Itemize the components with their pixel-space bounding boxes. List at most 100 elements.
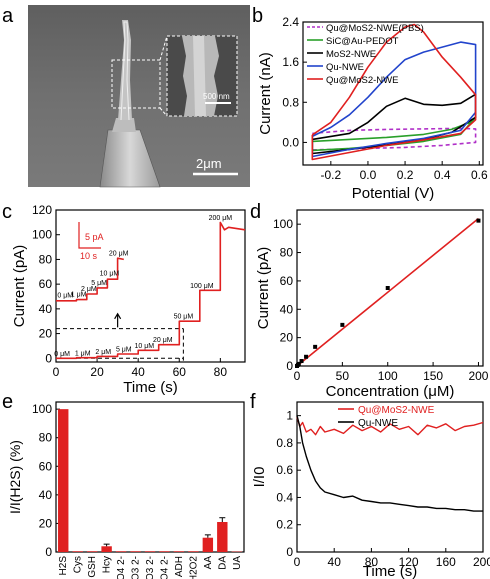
step-label: 20 μM	[153, 337, 173, 344]
category-label: AA	[203, 556, 214, 570]
y-tick-label: 120	[32, 203, 52, 217]
category-label: Cys	[73, 556, 84, 573]
y-tick-label: 0.2	[276, 518, 293, 532]
legend-label: MoS2-NWE	[326, 49, 376, 60]
category-label: S2O3 2-	[145, 556, 156, 579]
data-point	[340, 322, 345, 327]
x-tick-label: 160	[436, 555, 456, 569]
series-line	[311, 23, 477, 161]
data-point	[385, 286, 390, 290]
step-label: 5 μM	[116, 347, 132, 354]
y-tick-label: 2.4	[282, 15, 299, 29]
x-tick-label: 40	[328, 555, 342, 569]
data-point	[476, 218, 481, 223]
y-tick-label: 0.6	[276, 463, 293, 477]
category-label: GSH	[87, 556, 98, 578]
bar	[188, 551, 199, 552]
scale-bar-y-label: 5 pA	[85, 232, 104, 242]
x-tick-label: 0.6	[471, 168, 488, 182]
step-label: 2 μM	[95, 349, 111, 356]
panel-label-e: e	[2, 391, 13, 413]
x-axis-title: Time (s)	[123, 379, 177, 396]
x-tick-label: 150	[423, 369, 443, 383]
series-line	[311, 41, 477, 158]
data-point	[299, 359, 304, 364]
y-tick-label: 1	[286, 409, 293, 423]
chart-d-frame	[296, 209, 484, 367]
series-line	[311, 116, 477, 152]
x-tick-label: 120	[399, 555, 419, 569]
category-label: DA	[217, 556, 228, 570]
x-tick-label: 20	[90, 365, 104, 379]
step-label-inset: 5 μM	[91, 280, 107, 287]
y-tick-label: 80	[39, 431, 53, 445]
y-tick-label: 0	[45, 545, 52, 559]
step-label-inset: 20 μM	[109, 251, 129, 258]
legend-label: SiC@Au-PEDOT	[326, 36, 399, 47]
y-tick-label: 20	[39, 516, 53, 530]
panel-label-d: d	[250, 201, 261, 223]
y-tick-label: 0.4	[276, 490, 293, 504]
step-label-inset: 0 μM	[57, 293, 73, 300]
legend-label: Qu-NWE	[358, 418, 398, 429]
data-point	[296, 361, 301, 366]
x-tick-label: 0.0	[360, 168, 377, 182]
y-tick-label: 100	[273, 217, 293, 231]
bar	[217, 522, 228, 552]
chart-c-frame	[55, 209, 246, 363]
series-line	[296, 416, 484, 436]
y-tick-label: 60	[39, 459, 53, 473]
step-label: 10 μM	[135, 343, 155, 350]
main-scale-label: 2μm	[196, 156, 222, 171]
legend-label: Qu@MoS2-NWE	[326, 75, 398, 86]
bar	[72, 551, 83, 552]
zoom-arrow-head	[114, 312, 122, 320]
x-tick-label: 100	[378, 369, 398, 383]
y-tick-label: 20	[280, 331, 294, 345]
y-tick-label: 100	[32, 402, 52, 416]
panel-label-c: c	[2, 201, 12, 223]
category-label: UA	[232, 556, 243, 570]
y-axis-title: Current (pA)	[255, 247, 272, 330]
y-tick-label: 40	[39, 488, 53, 502]
y-tick-label: 0.0	[282, 135, 299, 149]
y-tick-label: 80	[39, 252, 53, 266]
y-tick-label: 100	[32, 228, 52, 242]
chart-f-frame	[296, 401, 484, 553]
bar	[144, 551, 156, 552]
bar	[86, 551, 98, 552]
bar	[58, 409, 69, 552]
step-label: 200 μM	[209, 215, 233, 222]
category-label: H2S	[58, 556, 69, 576]
x-tick-label: 0	[294, 555, 301, 569]
y-axis-title: Current (pA)	[11, 245, 28, 328]
y-tick-label: 0	[286, 545, 293, 559]
x-tick-label: 0.4	[434, 168, 451, 182]
y-tick-label: 60	[39, 277, 53, 291]
step-label-inset: 2 μM	[81, 286, 97, 293]
panel-label-a: a	[2, 5, 14, 27]
sem-image: 500 nm 2μm	[28, 5, 250, 188]
legend-label: Qu@MoS2-NWE	[358, 405, 435, 416]
bar	[159, 551, 170, 552]
x-tick-label: 0	[294, 369, 301, 383]
y-tick-label: 0.8	[276, 436, 293, 450]
bar	[173, 551, 185, 552]
step-label: 100 μM	[190, 283, 214, 290]
x-tick-label: 40	[131, 365, 145, 379]
category-label: Hcy	[102, 556, 113, 573]
x-tick-label: 80	[214, 365, 228, 379]
step-label: 50 μM	[174, 314, 194, 321]
bar	[130, 551, 141, 552]
x-tick-label: 200	[473, 555, 490, 569]
y-axis-title: I/I(H2S) (%)	[7, 440, 23, 514]
step-label-inset: 10 μM	[100, 270, 120, 277]
y-axis-title: I/I0	[251, 467, 268, 488]
y-tick-label: 20	[39, 327, 53, 341]
bar	[101, 546, 112, 552]
x-tick-label: 60	[173, 365, 187, 379]
category-label: SO3 2-	[131, 556, 142, 579]
panel-label-b: b	[252, 5, 263, 27]
category-label: ADH	[174, 556, 185, 577]
